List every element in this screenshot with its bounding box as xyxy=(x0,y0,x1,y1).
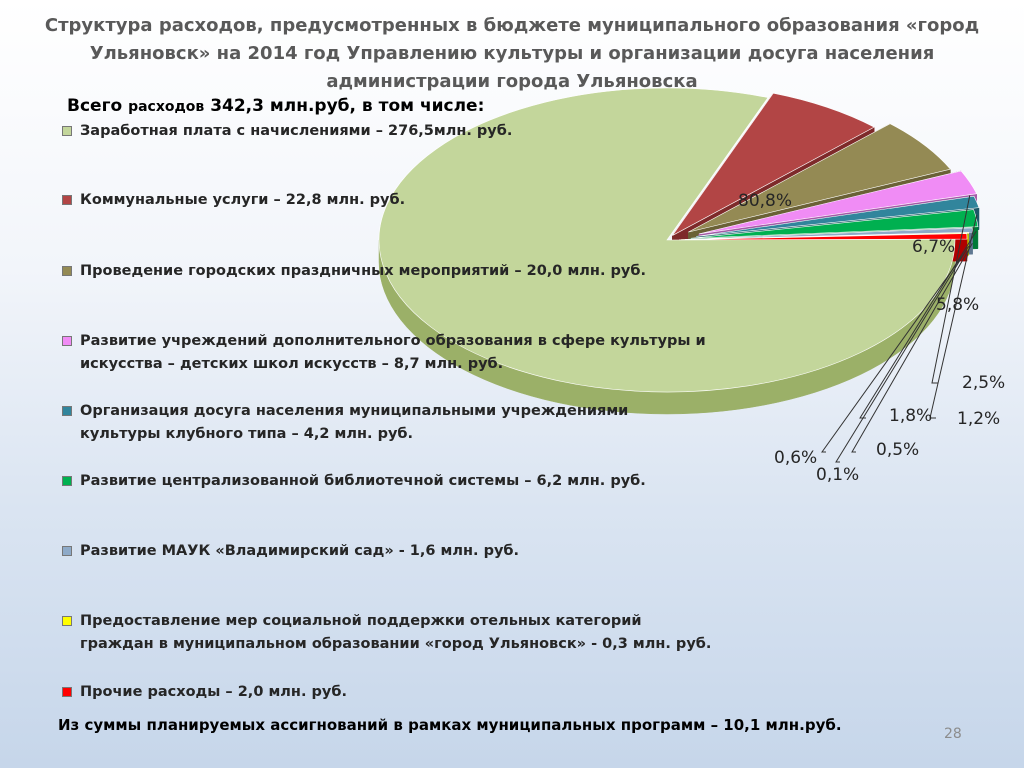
pie-slice xyxy=(678,233,968,241)
pie-leader-line xyxy=(835,245,970,463)
legend-item-events: Проведение городских праздничных меропри… xyxy=(62,260,712,283)
legend-item-other: Прочие расходы – 2,0 млн. руб. xyxy=(62,681,712,704)
pie-slice-label: 0,6% xyxy=(774,448,817,468)
legend-label: Коммунальные услуги – 22,8 млн. руб. xyxy=(80,192,406,208)
pie-slice-label: 5,8% xyxy=(936,295,979,315)
legend-item-garden: Развитие МАУК «Владимирский сад» - 1,6 м… xyxy=(62,540,712,563)
legend-swatch xyxy=(62,266,72,276)
total-middle: расходов xyxy=(128,99,205,115)
pie-slice xyxy=(672,92,875,236)
legend-item-social-support: Предоставление мер социальной поддержки … xyxy=(62,610,712,656)
chart-title: Структура расходов, предусмотренных в бю… xyxy=(44,15,980,92)
page-number: 28 xyxy=(944,726,962,742)
legend-swatch xyxy=(62,616,72,626)
footer-note: Из суммы планируемых ассигнований в рамк… xyxy=(58,716,842,734)
legend-item-clubs: Организация досуга населения муниципальн… xyxy=(62,400,712,446)
total-suffix: 342,3 млн.руб, в том числе: xyxy=(210,96,485,116)
legend-item-salary: Заработная плата с начислениями – 276,5м… xyxy=(62,120,712,143)
legend-item-art-schools: Развитие учреждений дополнительного обра… xyxy=(62,330,712,376)
legend-swatch xyxy=(62,336,72,346)
pie-slice-label: 80,8% xyxy=(738,191,792,211)
pie-leader-line xyxy=(929,214,978,419)
pie-leader-line xyxy=(851,242,973,453)
legend-item-utilities: Коммунальные услуги – 22,8 млн. руб. xyxy=(62,189,712,212)
legend-swatch xyxy=(62,476,72,486)
legend-label: Развитие централизованной библиотечной с… xyxy=(80,473,646,489)
legend-label: Проведение городских праздничных меропри… xyxy=(80,263,646,279)
pie-leader-line xyxy=(821,249,968,453)
pie-leader-line xyxy=(859,231,977,419)
legend-label: Предоставление мер социальной поддержки … xyxy=(80,613,712,652)
pie-slice xyxy=(378,87,956,393)
pie-slice xyxy=(698,170,978,235)
legend-label: Организация досуга населения муниципальн… xyxy=(80,403,629,442)
pie-slice-label: 6,7% xyxy=(912,237,955,257)
pie-slice xyxy=(680,232,970,240)
total-expenses: Всего расходов 342,3 млн.руб, в том числ… xyxy=(67,96,484,116)
pie-slice-label: 0,1% xyxy=(816,465,859,485)
pie-slice xyxy=(696,195,980,237)
legend-swatch xyxy=(62,406,72,416)
legend-swatch xyxy=(62,687,72,697)
total-prefix: Всего xyxy=(67,96,123,116)
legend-label: Развитие МАУК «Владимирский сад» - 1,6 м… xyxy=(80,543,520,559)
legend-swatch xyxy=(62,195,72,205)
legend-swatch xyxy=(62,126,72,136)
legend-label: Развитие учреждений дополнительного обра… xyxy=(80,333,706,372)
legend-label: Заработная плата с начислениями – 276,5м… xyxy=(80,123,513,139)
pie-slice-label: 1,2% xyxy=(957,409,1000,429)
pie-leader-line xyxy=(931,195,971,384)
pie-slice-label: 1,8% xyxy=(889,406,932,426)
pie-slice-label: 2,5% xyxy=(962,373,1005,393)
legend-item-libraries: Развитие централизованной библиотечной с… xyxy=(62,470,712,493)
pie-slice xyxy=(688,123,951,233)
legend-label: Прочие расходы – 2,0 млн. руб. xyxy=(80,684,347,700)
legend-swatch xyxy=(62,546,72,556)
pie-slice-label: 0,5% xyxy=(876,440,919,460)
